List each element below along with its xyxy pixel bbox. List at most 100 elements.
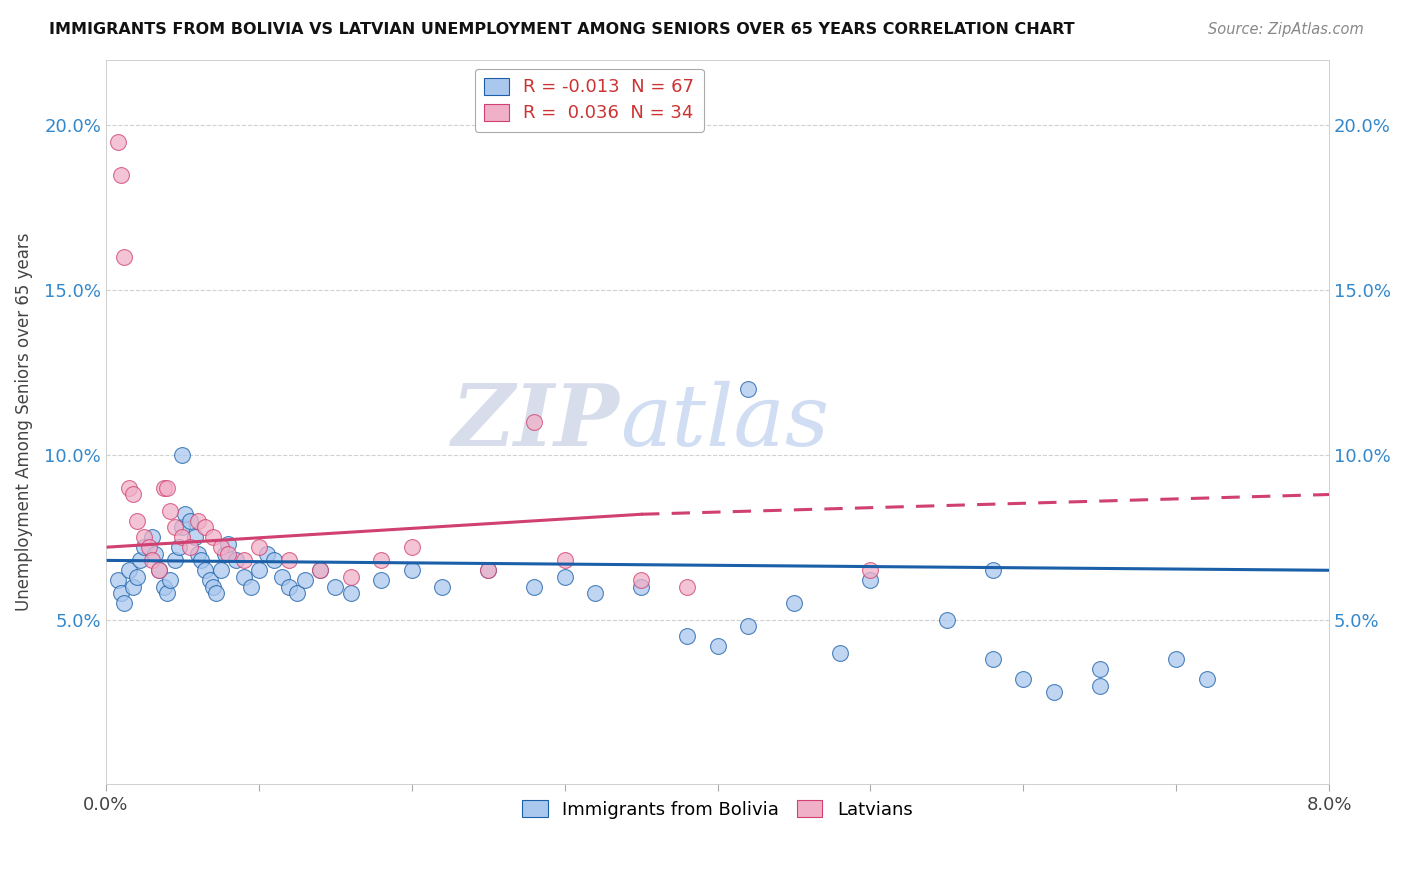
Point [153,580,176,594]
Point [187,514,209,528]
Point [156,586,179,600]
Point [370,573,392,587]
Point [194,563,217,577]
Point [209,540,232,554]
Point [125,570,148,584]
Point [118,563,141,577]
Point [309,563,332,577]
Point [278,580,301,594]
Point [339,570,361,584]
Point [183,530,205,544]
Text: ZIP: ZIP [451,380,620,464]
Point [110,586,132,600]
Point [141,553,163,567]
Point [523,580,546,594]
Point [737,619,759,633]
Point [172,530,194,544]
Point [187,547,209,561]
Point [217,547,239,561]
Point [828,646,851,660]
Point [523,415,546,429]
Y-axis label: Unemployment Among Seniors over 65 years: Unemployment Among Seniors over 65 years [15,233,32,611]
Point [583,586,606,600]
Point [125,514,148,528]
Point [134,530,156,544]
Point [163,520,186,534]
Point [935,613,957,627]
Point [263,553,285,567]
Point [285,586,308,600]
Point [859,563,882,577]
Text: Source: ZipAtlas.com: Source: ZipAtlas.com [1208,22,1364,37]
Point [110,168,132,182]
Point [432,580,454,594]
Point [294,573,316,587]
Point [256,547,278,561]
Point [163,553,186,567]
Point [554,553,576,567]
Point [122,580,145,594]
Point [1088,662,1111,676]
Point [143,547,166,561]
Point [1166,652,1188,666]
Point [323,580,346,594]
Point [148,563,170,577]
Point [981,563,1004,577]
Point [401,563,423,577]
Point [172,448,194,462]
Point [630,580,652,594]
Point [179,514,201,528]
Point [232,570,254,584]
Point [172,520,194,534]
Point [783,596,806,610]
Point [194,520,217,534]
Point [198,573,221,587]
Point [240,580,263,594]
Point [159,504,181,518]
Point [309,563,332,577]
Text: IMMIGRANTS FROM BOLIVIA VS LATVIAN UNEMPLOYMENT AMONG SENIORS OVER 65 YEARS CORR: IMMIGRANTS FROM BOLIVIA VS LATVIAN UNEMP… [49,22,1074,37]
Point [477,563,499,577]
Point [554,570,576,584]
Point [174,508,197,522]
Point [630,573,652,587]
Point [247,563,270,577]
Point [270,570,292,584]
Point [859,573,882,587]
Point [676,629,699,643]
Point [159,573,181,587]
Point [128,553,150,567]
Point [370,553,392,567]
Point [112,596,135,610]
Point [201,530,224,544]
Point [205,586,228,600]
Point [209,563,232,577]
Point [190,553,212,567]
Point [232,553,254,567]
Point [118,481,141,495]
Point [1088,679,1111,693]
Point [156,481,179,495]
Point [981,652,1004,666]
Point [401,540,423,554]
Point [477,563,499,577]
Point [201,580,224,594]
Point [107,573,129,587]
Point [706,639,728,653]
Point [676,580,699,594]
Point [1043,685,1066,699]
Text: atlas: atlas [620,381,828,463]
Point [148,563,170,577]
Point [141,530,163,544]
Point [217,537,239,551]
Point [737,382,759,396]
Point [339,586,361,600]
Point [247,540,270,554]
Point [214,547,236,561]
Point [179,540,201,554]
Point [112,250,135,264]
Point [122,487,145,501]
Point [1012,672,1035,686]
Point [153,481,176,495]
Point [169,540,191,554]
